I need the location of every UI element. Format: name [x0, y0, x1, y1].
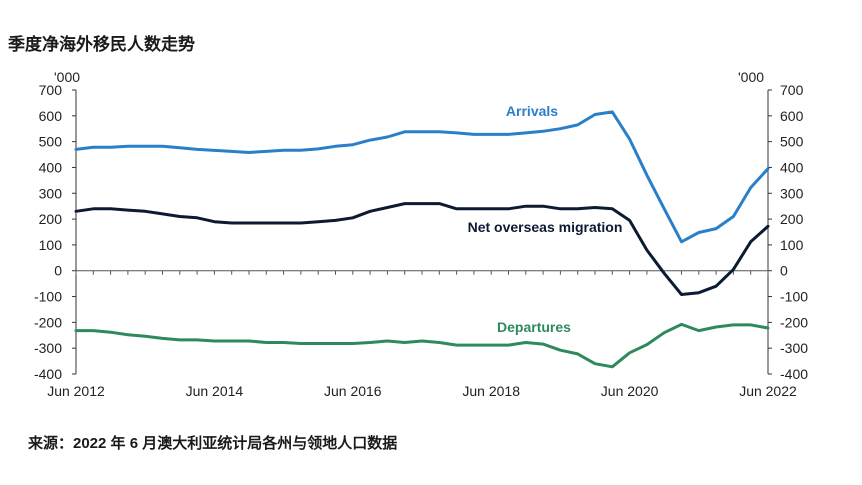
- departures-label: Departures: [497, 319, 571, 335]
- y-tick-label-left: 300: [39, 185, 63, 201]
- y-tick-label-left: 400: [39, 159, 63, 175]
- y-tick-label-left: 600: [39, 108, 63, 124]
- y-unit-right: '000: [738, 69, 764, 85]
- net-overseas-migration-line: [74, 202, 770, 296]
- y-tick-label-right: -200: [780, 314, 808, 330]
- y-tick-label-left: -200: [34, 314, 62, 330]
- chart-title: 季度净海外移民人数走势: [8, 35, 195, 54]
- y-tick-label-right: 100: [780, 237, 804, 253]
- arrivals-line: [74, 110, 770, 244]
- x-tick-label: Jun 2018: [462, 383, 520, 399]
- y-tick-label-left: -100: [34, 289, 62, 305]
- arrivals-label: Arrivals: [506, 103, 558, 119]
- x-tick-label: Jun 2016: [324, 383, 382, 399]
- y-tick-label-right: -100: [780, 289, 808, 305]
- y-tick-label-right: 600: [780, 108, 804, 124]
- y-tick-label-left: -300: [34, 340, 62, 356]
- y-tick-label-right: 300: [780, 185, 804, 201]
- y-tick-label-left: 0: [54, 263, 62, 279]
- y-tick-label-left: 200: [39, 211, 63, 227]
- x-tick-label: Jun 2020: [601, 383, 659, 399]
- y-unit-left: '000: [54, 69, 80, 85]
- x-tick-label: Jun 2014: [186, 383, 244, 399]
- y-tick-label-right: -300: [780, 340, 808, 356]
- x-tick-label: Jun 2012: [47, 383, 105, 399]
- y-tick-label-left: 700: [39, 82, 63, 98]
- axes: 700 700 600 600 500 500 400 400 300 300 200 200 100 1…: [34, 69, 808, 399]
- series-lines: [74, 110, 770, 369]
- y-tick-label-right: 400: [780, 159, 804, 175]
- net-overseas-migration-label: Net overseas migration: [468, 219, 623, 235]
- source-note: 来源：2022 年 6 月澳大利亚统计局各州与领地人口数据: [28, 435, 398, 452]
- series-labels: Arrivals Net overseas migration Departures: [468, 103, 623, 335]
- y-tick-label-right: 200: [780, 211, 804, 227]
- y-tick-label-right: -400: [780, 366, 808, 382]
- y-tick-label-left: 500: [39, 134, 63, 150]
- y-tick-label-right: 0: [780, 263, 788, 279]
- y-tick-label-left: 100: [39, 237, 63, 253]
- departures-line: [74, 322, 770, 369]
- x-tick-label: Jun 2022: [739, 383, 797, 399]
- y-tick-label-right: 700: [780, 82, 804, 98]
- y-tick-label-right: 500: [780, 134, 804, 150]
- y-tick-label-left: -400: [34, 366, 62, 382]
